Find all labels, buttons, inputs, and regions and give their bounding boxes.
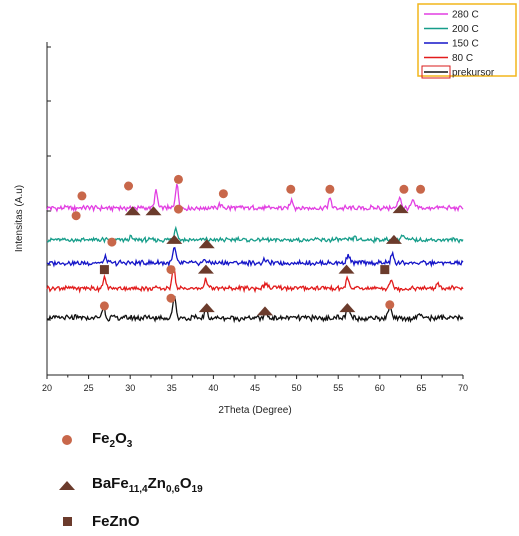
fe2o3-marker xyxy=(166,293,176,303)
fe2o3-marker xyxy=(99,301,109,311)
bafezno-marker xyxy=(124,206,141,216)
key-label-bafezno: BaFe11,4Zn0,6O19 xyxy=(92,475,203,495)
series-line-80-C xyxy=(46,265,464,294)
key-circle-icon xyxy=(54,435,80,445)
key-square-icon xyxy=(54,516,80,526)
bafezno-marker xyxy=(166,234,183,244)
y-axis-title: Intensitas (A.u) xyxy=(14,185,25,252)
series-line-280-C xyxy=(46,183,464,214)
fe2o3-marker xyxy=(166,265,176,275)
legend-label: 280 C xyxy=(452,10,479,21)
x-tick-label: 50 xyxy=(292,383,302,393)
bafezno-marker xyxy=(145,206,162,216)
x-tick-label: 25 xyxy=(84,383,94,393)
x-tick-label: 20 xyxy=(42,383,52,393)
x-tick-label: 40 xyxy=(208,383,218,393)
x-tick-label: 30 xyxy=(125,383,135,393)
legend-label: 150 C xyxy=(452,39,479,50)
x-tick-label: 35 xyxy=(167,383,177,393)
fezno-marker xyxy=(380,265,390,275)
key-triangle-icon xyxy=(54,480,80,490)
legend-box xyxy=(417,3,517,77)
x-tick-label: 70 xyxy=(458,383,468,393)
fe2o3-marker xyxy=(173,174,183,184)
fe2o3-marker xyxy=(77,191,87,201)
fe2o3-marker xyxy=(107,237,117,247)
legend-label: 80 C xyxy=(452,53,473,64)
bafezno-marker xyxy=(197,264,214,274)
x-axis-title: 2Theta (Degree) xyxy=(218,405,291,416)
fe2o3-marker xyxy=(399,184,409,194)
x-tick-label: 45 xyxy=(250,383,260,393)
key-row-fe2o3: Fe2O3 xyxy=(54,425,132,455)
key-label-fezno: FeZnO xyxy=(92,512,140,530)
key-label-fe2o3: Fe2O3 xyxy=(92,430,133,450)
bafezno-marker xyxy=(198,239,215,249)
fe2o3-marker xyxy=(124,181,134,191)
fe2o3-marker xyxy=(218,189,228,199)
series-line-prekursor xyxy=(46,295,464,324)
fe2o3-marker xyxy=(416,184,426,194)
fe2o3-marker xyxy=(325,184,335,194)
x-tick-label: 60 xyxy=(375,383,385,393)
series-line-150-C xyxy=(46,246,464,268)
bafezno-marker xyxy=(392,204,409,214)
fe2o3-marker xyxy=(286,184,296,194)
legend-label: prekursor xyxy=(452,68,495,79)
bafezno-marker xyxy=(256,306,273,316)
bafezno-marker xyxy=(198,303,215,313)
bafezno-marker xyxy=(385,234,402,244)
fezno-marker xyxy=(99,265,109,275)
legend-label: 200 C xyxy=(452,24,479,35)
legend-swatch-frame xyxy=(421,65,451,79)
fe2o3-marker xyxy=(71,211,81,221)
key-row-fezno: FeZnO xyxy=(54,506,140,536)
fe2o3-marker xyxy=(385,300,395,310)
x-tick-label: 55 xyxy=(333,383,343,393)
key-row-bafezno: BaFe11,4Zn0,6O19 xyxy=(54,470,203,500)
fe2o3-marker xyxy=(173,204,183,214)
bafezno-marker xyxy=(339,303,356,313)
x-tick-label: 65 xyxy=(416,383,426,393)
bafezno-marker xyxy=(338,264,355,274)
